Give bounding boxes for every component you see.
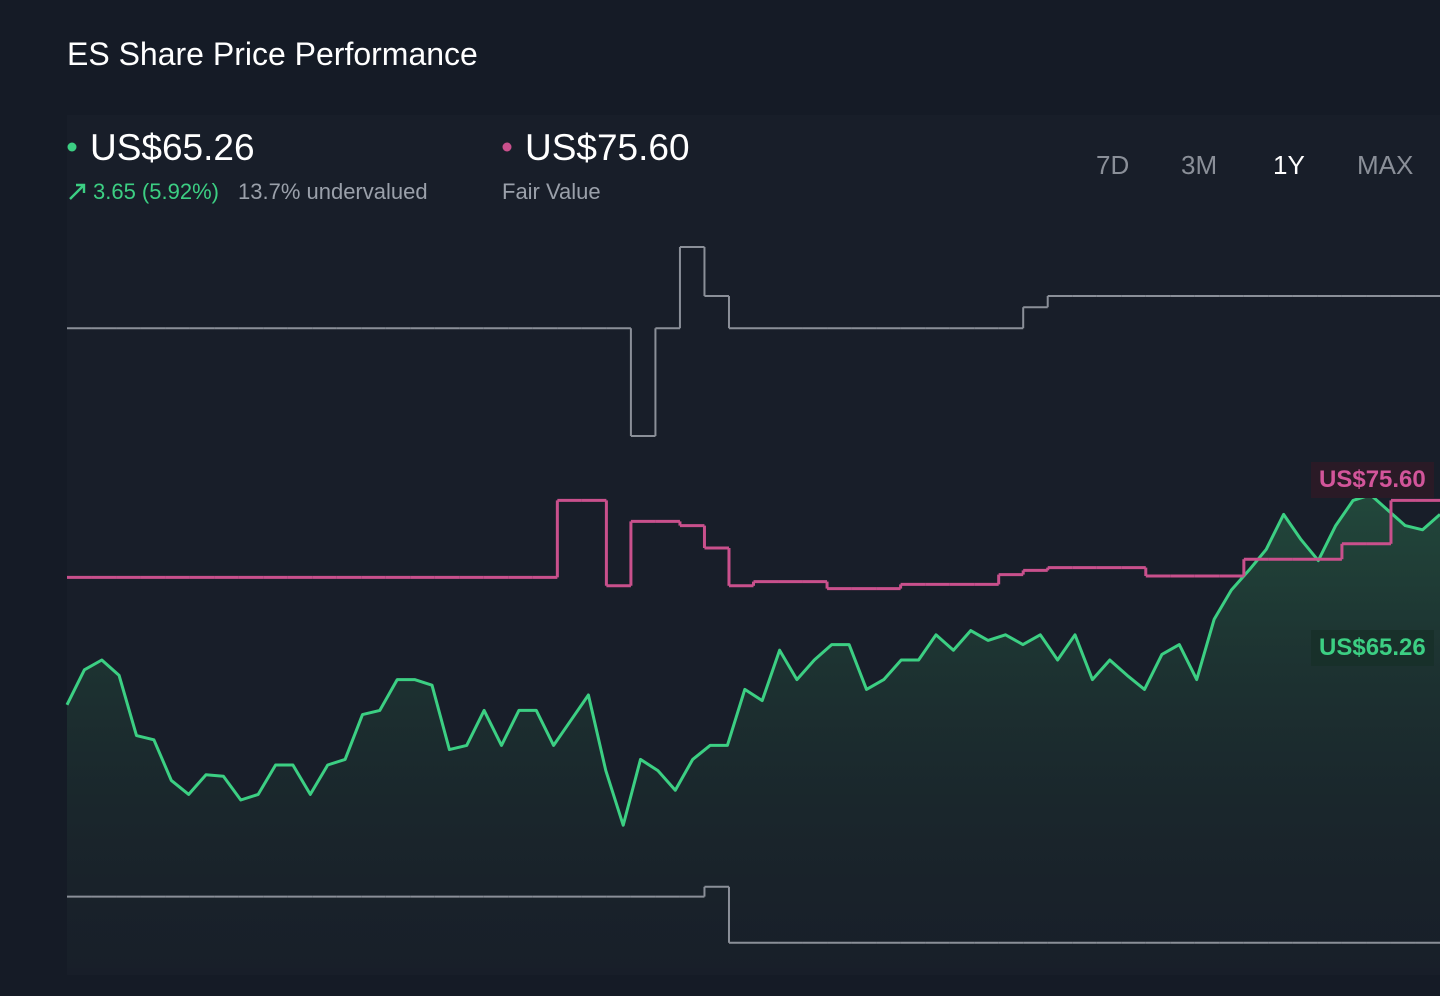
price-line	[65, 493, 1440, 827]
fair-value: US$75.60	[525, 127, 690, 168]
change: 3.65 (5.92%)	[93, 179, 219, 204]
price: US$65.26	[90, 127, 255, 168]
range-tab[interactable]: 1Y	[1273, 150, 1305, 180]
range-tab[interactable]: 7D	[1096, 150, 1130, 180]
valuation: 13.7% undervalued	[238, 179, 428, 204]
fair-value-dot	[502, 142, 512, 152]
fair-value-label: Fair Value	[502, 179, 601, 204]
range-tab[interactable]: 3M	[1181, 150, 1218, 180]
price-dot	[67, 142, 77, 152]
range-tab[interactable]: MAX	[1357, 150, 1414, 180]
fair-value-tag: US$75.60	[1311, 462, 1434, 498]
price-tag: US$65.26	[1311, 630, 1434, 666]
up-arrow	[69, 183, 86, 200]
price-area	[67, 494, 1440, 968]
title: ES Share Price Performance	[67, 36, 478, 72]
